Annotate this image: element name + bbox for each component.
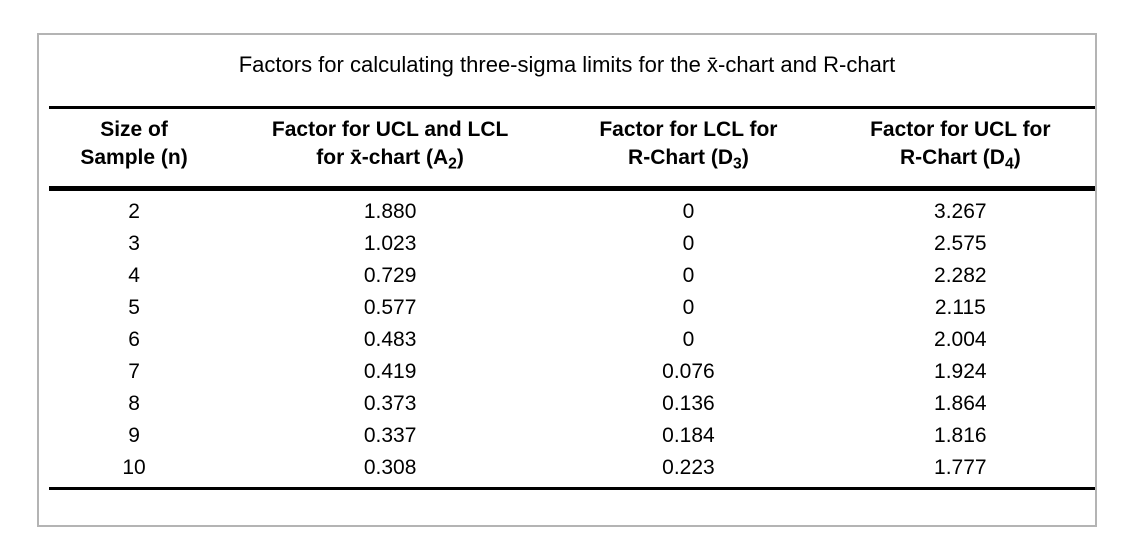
header-rule-top (49, 106, 1095, 109)
table-cell: 0.076 (662, 360, 715, 383)
table-header-row: Size of Sample (n) Factor for UCL and LC… (39, 109, 1095, 186)
table-cell: 0 (682, 200, 695, 223)
table-row: 9 0.337 0.184 1.816 (39, 420, 1095, 452)
header-rule-bottom (49, 186, 1095, 191)
table-cell: 8 (128, 392, 140, 415)
table-cell: 2 (128, 200, 140, 223)
header-line1: Factor for UCL for (870, 118, 1051, 142)
table-cell: 1.864 (934, 392, 987, 415)
table-cell: 0.308 (363, 456, 417, 479)
table-cell: 7 (128, 360, 140, 383)
table-cell: 3.267 (934, 200, 987, 223)
table-cell: 6 (128, 328, 140, 351)
table-cell: 2.575 (934, 232, 987, 255)
table-cell: 0.419 (363, 360, 417, 383)
table-cell: 2.004 (934, 328, 987, 351)
table-row: 3 1.023 0 2.575 (39, 228, 1095, 260)
column-header-d3: Factor for LCL for R-Chart (D3) (551, 116, 826, 179)
table-row: 6 0.483 0 2.004 (39, 324, 1095, 356)
table-cell: 1.777 (934, 456, 987, 479)
table-cell: 4 (128, 264, 140, 287)
table-row: 4 0.729 0 2.282 (39, 260, 1095, 292)
subscript: 3 (733, 155, 742, 173)
table-row: 10 0.308 0.223 1.777 (39, 452, 1095, 484)
table-cell: 2.115 (934, 296, 986, 319)
table-cell: 0.184 (662, 424, 715, 447)
table-cell: 1.816 (934, 424, 987, 447)
table-cell: 5 (128, 296, 140, 319)
table-row: 8 0.373 0.136 1.864 (39, 388, 1095, 420)
table-cell: 0.729 (363, 264, 417, 287)
table-cell: 0 (682, 232, 695, 255)
table-row: 5 0.577 0 2.115 (39, 292, 1095, 324)
table-cell: 0.483 (363, 328, 417, 351)
table-title: Factors for calculating three-sigma limi… (238, 52, 896, 77)
table-cell: 0 (682, 328, 695, 351)
table-cell: 0.337 (363, 424, 417, 447)
table-rule-bottom (49, 487, 1095, 490)
table-row: 2 1.880 0 3.267 (39, 196, 1095, 228)
column-header-sample-size: Size of Sample (n) (39, 116, 229, 179)
table-cell: 9 (128, 424, 140, 447)
subscript: 2 (448, 155, 457, 173)
table-cell: 1.924 (934, 360, 987, 383)
table-frame: Factors for calculating three-sigma limi… (37, 33, 1097, 527)
table-body: 2 1.880 0 3.267 3 1.023 0 2.575 4 0.729 0 2.282 5 0.5… (39, 191, 1095, 484)
header-line1: Size of (100, 118, 168, 142)
table-cell: 2.282 (934, 264, 987, 287)
table-cell: 0 (682, 264, 695, 287)
table-cell: 1.880 (363, 200, 417, 223)
header-line1: Factor for LCL for (599, 118, 778, 142)
header-line2: R-Chart (D3) (628, 146, 749, 173)
table-cell: 1.023 (363, 232, 417, 255)
table-row: 7 0.419 0.076 1.924 (39, 356, 1095, 388)
table-cell: 10 (122, 456, 146, 479)
table-cell: 0.223 (662, 456, 715, 479)
table-cell: 0.373 (363, 392, 417, 415)
header-line2: for x̄-chart (A2) (316, 146, 464, 173)
column-header-a2: Factor for UCL and LCL for x̄-chart (A2) (229, 116, 551, 179)
header-line2: Sample (n) (80, 146, 188, 170)
subscript: 4 (1004, 155, 1014, 173)
table-cell: 0.577 (363, 296, 417, 319)
column-header-d4: Factor for UCL for R-Chart (D4) (826, 116, 1095, 179)
table-cell: 3 (128, 232, 140, 255)
header-line2: R-Chart (D4) (899, 146, 1021, 173)
header-line1: Factor for UCL and LCL (271, 118, 509, 142)
table-cell: 0.136 (662, 392, 715, 415)
table-cell: 0 (682, 296, 695, 319)
